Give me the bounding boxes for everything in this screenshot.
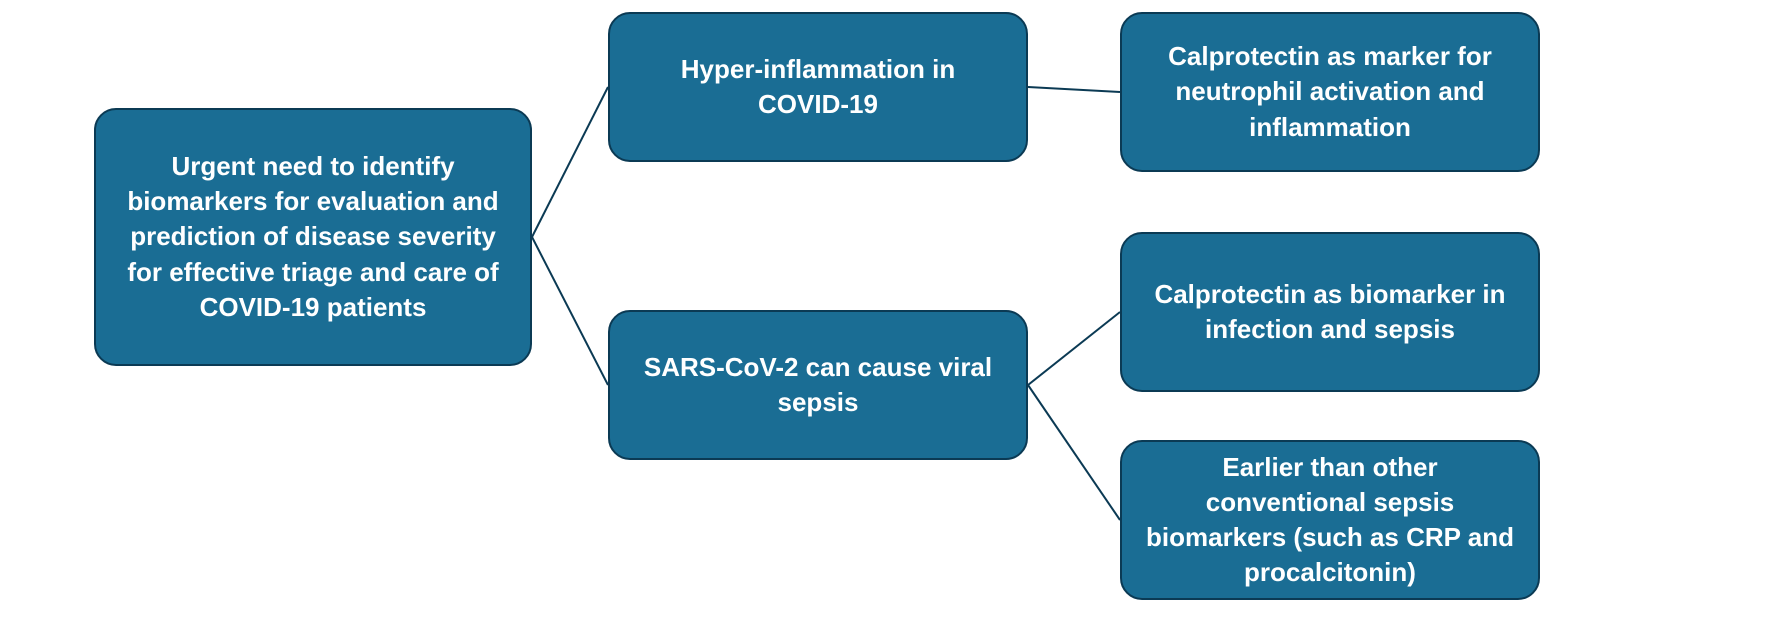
node-calp-neutrophil-label: Calprotectin as marker for neutrophil ac… <box>1146 39 1514 144</box>
node-sars-label: SARS-CoV-2 can cause viral sepsis <box>634 350 1002 420</box>
node-earlier: Earlier than other conventional sepsis b… <box>1120 440 1540 600</box>
node-calp-neutrophil: Calprotectin as marker for neutrophil ac… <box>1120 12 1540 172</box>
node-earlier-label: Earlier than other conventional sepsis b… <box>1146 450 1514 590</box>
node-root-label: Urgent need to identify biomarkers for e… <box>120 149 506 324</box>
node-hyper-label: Hyper-inflammation in COVID-19 <box>634 52 1002 122</box>
node-calp-sepsis-label: Calprotectin as biomarker in infection a… <box>1146 277 1514 347</box>
node-calp-sepsis: Calprotectin as biomarker in infection a… <box>1120 232 1540 392</box>
node-root: Urgent need to identify biomarkers for e… <box>94 108 532 366</box>
node-sars: SARS-CoV-2 can cause viral sepsis <box>608 310 1028 460</box>
node-hyper: Hyper-inflammation in COVID-19 <box>608 12 1028 162</box>
